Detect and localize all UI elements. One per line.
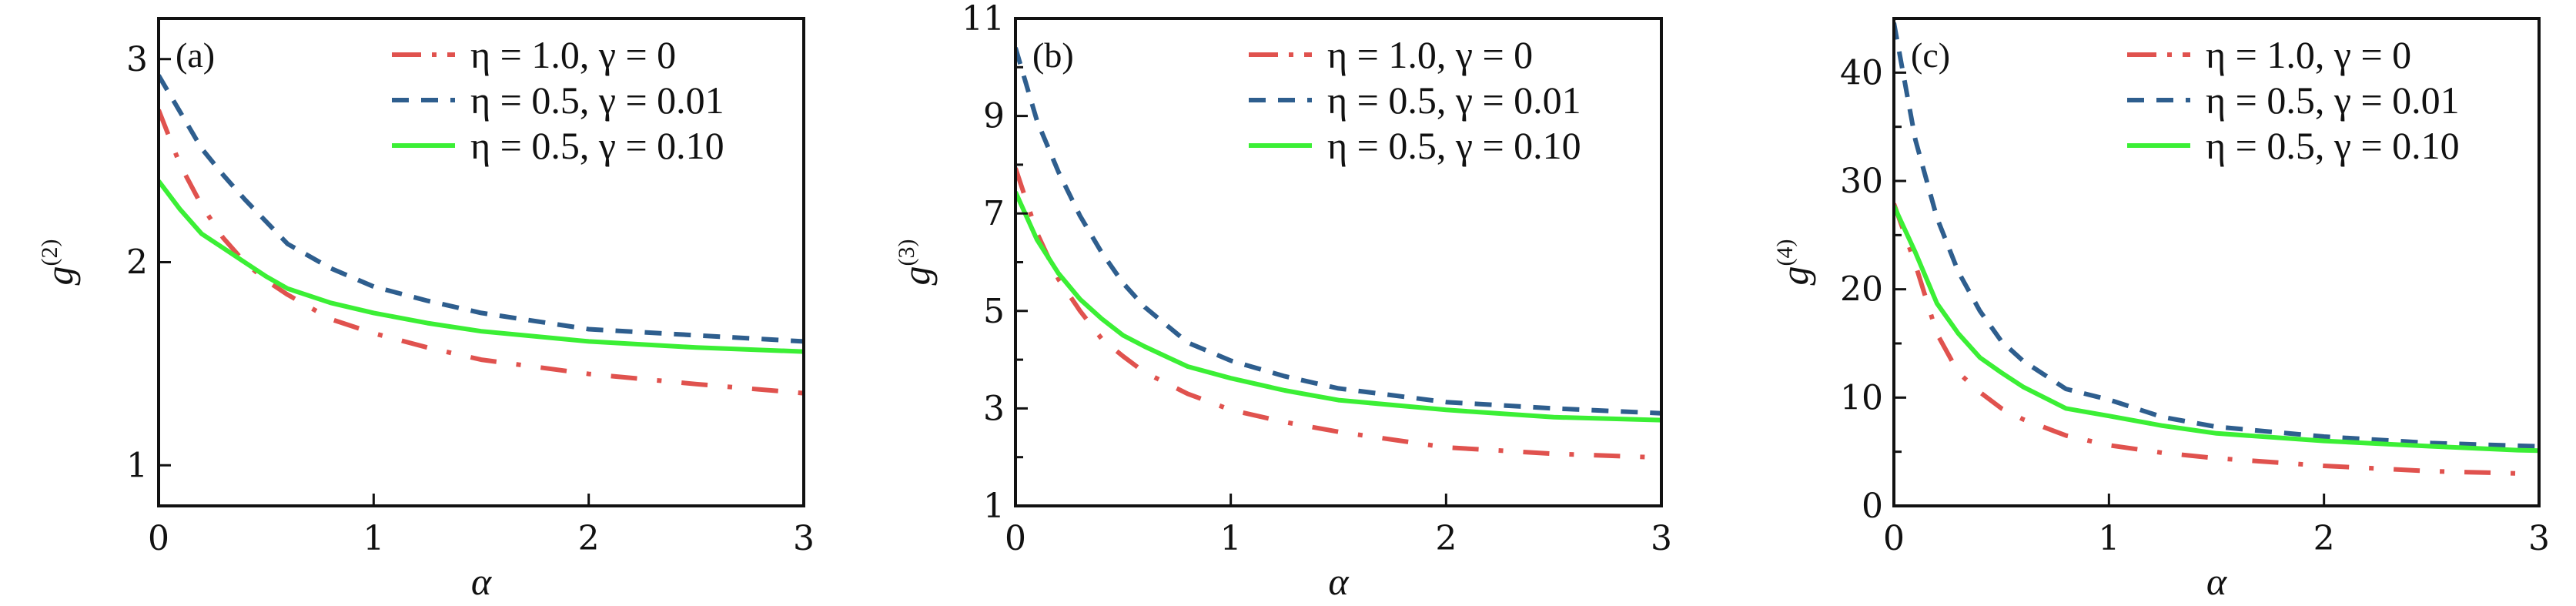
legend: η = 1.0, γ = 0η = 0.5, γ = 0.01η = 0.5, … bbox=[1249, 33, 1581, 167]
y-tick-label: 5 bbox=[983, 292, 1005, 331]
x-tick-label: 3 bbox=[1651, 519, 1672, 558]
y-tick-label: 3 bbox=[983, 389, 1005, 428]
series-line-dashed bbox=[1894, 22, 2539, 449]
y-axis-label-main: g bbox=[38, 266, 81, 285]
legend: η = 1.0, γ = 0η = 0.5, γ = 0.01η = 0.5, … bbox=[392, 33, 724, 167]
x-tick-label: 3 bbox=[793, 519, 815, 558]
y-tick-label: 2 bbox=[126, 243, 148, 283]
y-tick-label: 30 bbox=[1840, 162, 1883, 201]
y-tick-label: 9 bbox=[983, 97, 1005, 136]
y-tick-label: 1 bbox=[126, 446, 148, 485]
panel-label: (b) bbox=[1032, 35, 1074, 75]
y-tick-label: 0 bbox=[1862, 487, 1883, 526]
legend-label: η = 1.0, γ = 0 bbox=[1327, 33, 1533, 76]
x-tick-label: 0 bbox=[1005, 519, 1026, 558]
legend-label: η = 1.0, γ = 0 bbox=[2206, 33, 2411, 76]
y-tick-label: 10 bbox=[1840, 378, 1883, 417]
x-axis-label: α bbox=[2206, 560, 2228, 603]
x-tick-label: 3 bbox=[2528, 519, 2550, 558]
y-axis-label-superscript: (2) bbox=[37, 239, 62, 266]
y-tick-label: 11 bbox=[962, 0, 1005, 39]
legend-label: η = 0.5, γ = 0.01 bbox=[470, 79, 724, 122]
plot-frame bbox=[1892, 17, 2541, 507]
y-tick-label: 1 bbox=[983, 487, 1005, 526]
legend-label: η = 0.5, γ = 0.01 bbox=[1327, 79, 1581, 122]
legend-label: η = 0.5, γ = 0.10 bbox=[470, 124, 724, 167]
y-axis-label-superscript: (3) bbox=[894, 239, 919, 266]
series-line-solid bbox=[159, 179, 804, 354]
legend: η = 1.0, γ = 0η = 0.5, γ = 0.01η = 0.5, … bbox=[2127, 33, 2460, 167]
series-line-dashed bbox=[1015, 47, 1661, 416]
series-line-dashdot bbox=[1015, 167, 1661, 460]
x-tick-label: 2 bbox=[578, 519, 600, 558]
y-axis-label: g(2) bbox=[37, 239, 81, 286]
y-tick-label: 7 bbox=[983, 194, 1005, 233]
panel-label: (a) bbox=[176, 35, 215, 75]
y-axis-label: g(3) bbox=[894, 239, 938, 286]
x-axis-label: α bbox=[1328, 560, 1350, 603]
x-tick-label: 0 bbox=[148, 519, 169, 558]
legend-label: η = 0.5, γ = 0.01 bbox=[2206, 79, 2460, 122]
legend-label: η = 1.0, γ = 0 bbox=[470, 33, 676, 76]
y-tick-label: 3 bbox=[126, 40, 148, 79]
x-tick-label: 2 bbox=[1435, 519, 1457, 558]
y-axis-label-superscript: (4) bbox=[1772, 239, 1798, 266]
x-tick-label: 0 bbox=[1883, 519, 1905, 558]
y-axis-label-main: g bbox=[1773, 266, 1816, 285]
x-tick-label: 1 bbox=[1220, 519, 1242, 558]
panel-label: (c) bbox=[1911, 35, 1950, 75]
series-line-solid bbox=[1015, 191, 1661, 423]
y-axis-label: g(4) bbox=[1772, 239, 1816, 286]
series-line-solid bbox=[1894, 205, 2539, 454]
legend-label: η = 0.5, γ = 0.10 bbox=[2206, 124, 2460, 167]
series-line-dashed bbox=[159, 74, 804, 344]
y-axis-label-main: g bbox=[895, 266, 938, 285]
x-axis-label: α bbox=[471, 560, 493, 603]
y-tick-label: 40 bbox=[1840, 53, 1883, 92]
x-tick-label: 2 bbox=[2313, 519, 2335, 558]
y-tick-label: 20 bbox=[1840, 270, 1883, 310]
x-tick-label: 1 bbox=[2098, 519, 2119, 558]
x-tick-label: 1 bbox=[363, 519, 384, 558]
legend-label: η = 0.5, γ = 0.10 bbox=[1327, 124, 1581, 167]
series-line-dashdot bbox=[1894, 203, 2518, 476]
